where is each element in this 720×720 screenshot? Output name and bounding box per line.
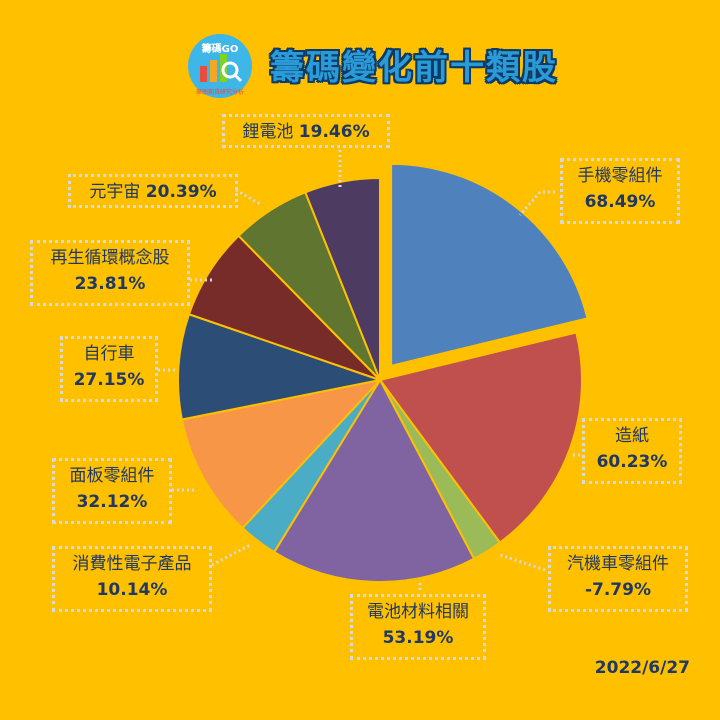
slice-label-lithium-battery: 鋰電池 19.46% (222, 114, 390, 148)
slice-label-phone-components: 手機零組件 68.49% (560, 158, 680, 224)
pie-slice (177, 312, 384, 421)
slice-label-name: 面板零組件 (69, 466, 155, 486)
leader-line (499, 553, 546, 572)
slice-label-value: 53.19% (382, 628, 454, 648)
slice-label-consumer-electronics: 消費性電子產品 10.14% (52, 546, 212, 612)
slice-label-value: 68.49% (584, 192, 656, 212)
logo-caption: 華南期貨研究分析 (196, 88, 244, 96)
slice-label-bicycle: 自行車 27.15% (60, 336, 158, 402)
pie-slice (390, 162, 589, 368)
slice-label-value: 20.39% (145, 182, 217, 202)
slice-label-value: 32.12% (76, 492, 148, 512)
pie-slice (272, 377, 476, 583)
slice-label-value: -7.79% (584, 580, 652, 600)
slice-label-value: 60.23% (596, 452, 668, 472)
slice-label-name: 手機零組件 (577, 166, 663, 186)
leader-line (518, 191, 542, 216)
slice-label-value: 10.14% (96, 580, 168, 600)
slice-label-battery-materials: 電池材料相關 53.19% (350, 594, 486, 660)
slice-label-name: 元宇宙 (89, 182, 141, 202)
slice-label-name: 汽機車零組件 (567, 554, 669, 574)
slice-label-auto-parts: 汽機車零組件 -7.79% (548, 546, 688, 612)
leader-line (211, 543, 251, 567)
slice-label-name: 鋰電池 (242, 122, 294, 142)
slice-label-value: 19.46% (298, 122, 370, 142)
slice-label-panel-components: 面板零組件 32.12% (52, 458, 172, 524)
pie-slice (378, 331, 583, 544)
slice-label-paper: 造紙 60.23% (582, 418, 682, 484)
slice-label-name: 電池材料相關 (367, 602, 469, 622)
slice-label-name: 自行車 (83, 344, 135, 364)
leader-line (235, 188, 263, 207)
pie-slice (180, 378, 383, 530)
chart-title: 籌碼變化前十類股 (270, 48, 558, 88)
slice-label-name: 造紙 (615, 426, 649, 446)
logo-icon: 籌碼GO 華南期貨研究分析 (188, 34, 252, 98)
slice-label-metaverse: 元宇宙 20.39% (68, 174, 238, 208)
slice-label-name: 消費性電子產品 (72, 554, 192, 574)
slice-label-value: 23.81% (74, 274, 146, 294)
date-label: 2022/6/27 (594, 658, 690, 678)
slice-label-name: 再生循環概念股 (50, 248, 170, 268)
slice-label-value: 27.15% (73, 370, 145, 390)
pie-slice (303, 176, 381, 381)
slice-label-recycling: 再生循環概念股 23.81% (30, 240, 190, 306)
logo-text: 籌碼GO (202, 42, 239, 55)
